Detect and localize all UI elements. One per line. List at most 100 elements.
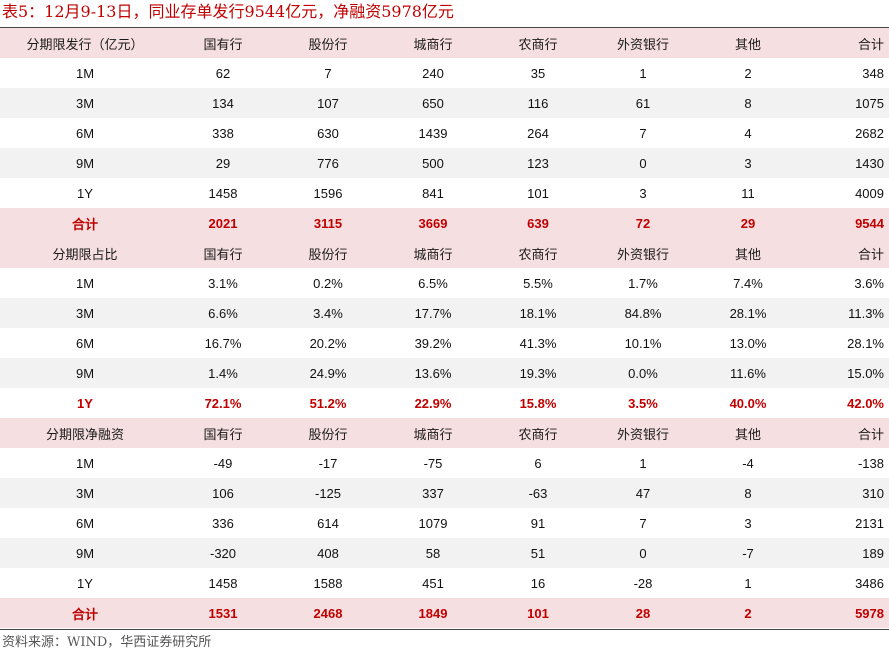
table-cell: 6.5% xyxy=(418,275,448,291)
table-cell: -28 xyxy=(633,575,653,591)
table-cell: 2021 xyxy=(170,208,276,238)
table-cell: 3.1% xyxy=(208,275,238,291)
table-cell: 1596 xyxy=(313,185,343,201)
column-header: 农商行 xyxy=(486,238,590,268)
table-cell: 2468 xyxy=(276,598,380,628)
row-label: 3M xyxy=(0,298,170,328)
column-header: 股份行 xyxy=(276,418,380,448)
row-label: 9M xyxy=(0,538,170,568)
row-label: 合计 xyxy=(0,598,170,628)
table-cell: 3115 xyxy=(276,208,380,238)
table-row: 3M 106 -125 337 -63 47 8 310 xyxy=(0,478,889,508)
table-cell: 841 xyxy=(422,185,444,201)
table-cell: 3.6% xyxy=(854,275,884,291)
table-row: 3M 134 107 650 116 61 8 1075 xyxy=(0,88,889,118)
source-note: 资料来源：WIND，华西证券研究所 xyxy=(2,635,212,650)
table-cell: 264 xyxy=(527,125,549,141)
column-header: 合计 xyxy=(800,238,889,268)
table-cell: 9544 xyxy=(800,208,889,238)
table-row: 1M 62 7 240 35 1 2 348 xyxy=(0,58,889,88)
table-cell: 1430 xyxy=(800,148,889,178)
table-cell: 0 xyxy=(590,538,696,568)
table-cell: 6 xyxy=(534,455,542,471)
table-row: 1Y 72.1% 51.2% 22.9% 15.8% 3.5% 40.0% 42.0% xyxy=(0,388,889,418)
table-cell: 72.1% xyxy=(204,395,242,411)
table-cell: 338 xyxy=(212,125,234,141)
table-cell: 7 xyxy=(639,125,647,141)
table-cell: 2682 xyxy=(855,125,884,141)
table-cell: 2131 xyxy=(855,515,884,531)
table-cell: 1 xyxy=(639,65,647,81)
column-header: 城商行 xyxy=(380,28,486,58)
section-title: 分期限发行（亿元） xyxy=(0,28,170,58)
table-cell: 11.3% xyxy=(800,298,889,328)
table-cell: 16.7% xyxy=(204,335,242,351)
table-cell: 10.1% xyxy=(624,335,662,351)
column-header: 合计 xyxy=(800,28,889,58)
table-cell: 101 xyxy=(486,598,590,628)
row-label: 3M xyxy=(0,478,170,508)
table-cell: 3669 xyxy=(380,208,486,238)
table-cell: 29 xyxy=(170,148,276,178)
column-header: 国有行 xyxy=(170,418,276,448)
table-cell: 408 xyxy=(276,538,380,568)
table-cell: 639 xyxy=(486,208,590,238)
section-title: 分期限净融资 xyxy=(0,418,170,448)
table-cell: 62 xyxy=(215,65,231,81)
table-cell: 500 xyxy=(380,148,486,178)
table-cell: 1531 xyxy=(170,598,276,628)
table-cell: 1588 xyxy=(313,575,343,591)
table-cell: 3.5% xyxy=(628,395,658,411)
table-cell: -320 xyxy=(170,538,276,568)
table-cell: 0.0% xyxy=(590,358,696,388)
table-cell: -7 xyxy=(696,538,800,568)
table-cell: -63 xyxy=(486,478,590,508)
table-cell: 1439 xyxy=(418,125,448,141)
table-cell: 337 xyxy=(380,478,486,508)
row-label: 9M xyxy=(0,358,170,388)
row-label: 6M xyxy=(75,515,95,531)
row-label: 合计 xyxy=(0,208,170,238)
table-cell: 2 xyxy=(744,65,752,81)
table-cell: 348 xyxy=(862,65,884,81)
column-header: 国有行 xyxy=(170,238,276,268)
table-cell: 11.6% xyxy=(696,358,800,388)
table-cell: 13.6% xyxy=(380,358,486,388)
table-row: 1M -49 -17 -75 6 1 -4 -138 xyxy=(0,448,889,478)
table-cell: 16 xyxy=(530,575,546,591)
table-row: 6M 16.7% 20.2% 39.2% 41.3% 10.1% 13.0% 28.1% xyxy=(0,328,889,358)
table-cell: -125 xyxy=(276,478,380,508)
row-label: 9M xyxy=(0,148,170,178)
interbank-cd-table: 分期限发行（亿元） 国有行 股份行 城商行 农商行 外资银行 其他 合计 1M 62 7 240 35 1… xyxy=(0,28,889,628)
table-cell: 51.2% xyxy=(309,395,347,411)
table-cell: 310 xyxy=(800,478,889,508)
table-cell: 7 xyxy=(324,65,332,81)
table-cell: 15.8% xyxy=(519,395,557,411)
table-cell: 451 xyxy=(422,575,444,591)
column-header: 城商行 xyxy=(380,238,486,268)
table-cell: 29 xyxy=(696,208,800,238)
table-cell: 0.2% xyxy=(313,275,343,291)
table-cell: 8 xyxy=(696,88,800,118)
section-title: 分期限占比 xyxy=(0,238,170,268)
column-header: 外资银行 xyxy=(590,28,696,58)
row-label: 3M xyxy=(0,88,170,118)
table-cell: 51 xyxy=(486,538,590,568)
table-title: 表5：12月9-13日，同业存单发行9544亿元，净融资5978亿元 xyxy=(2,2,454,21)
row-label: 1M xyxy=(75,65,95,81)
row-label: 1Y xyxy=(77,185,93,201)
row-label: 6M xyxy=(75,125,95,141)
table-row: 6M 336 614 1079 91 7 3 2131 xyxy=(0,508,889,538)
table-cell: -17 xyxy=(318,455,338,471)
table-cell: 28.1% xyxy=(847,335,884,351)
table-row: 6M 338 630 1439 264 7 4 2682 xyxy=(0,118,889,148)
table-cell: 336 xyxy=(212,515,234,531)
table-cell: 6.6% xyxy=(170,298,276,328)
table-cell: 15.0% xyxy=(800,358,889,388)
table-cell: 1458 xyxy=(208,185,238,201)
column-header: 其他 xyxy=(696,238,800,268)
table-cell: 630 xyxy=(317,125,339,141)
table-row: 3M 6.6% 3.4% 17.7% 18.1% 84.8% 28.1% 11.3% xyxy=(0,298,889,328)
table-cell: 8 xyxy=(696,478,800,508)
table-cell: 4009 xyxy=(855,185,884,201)
